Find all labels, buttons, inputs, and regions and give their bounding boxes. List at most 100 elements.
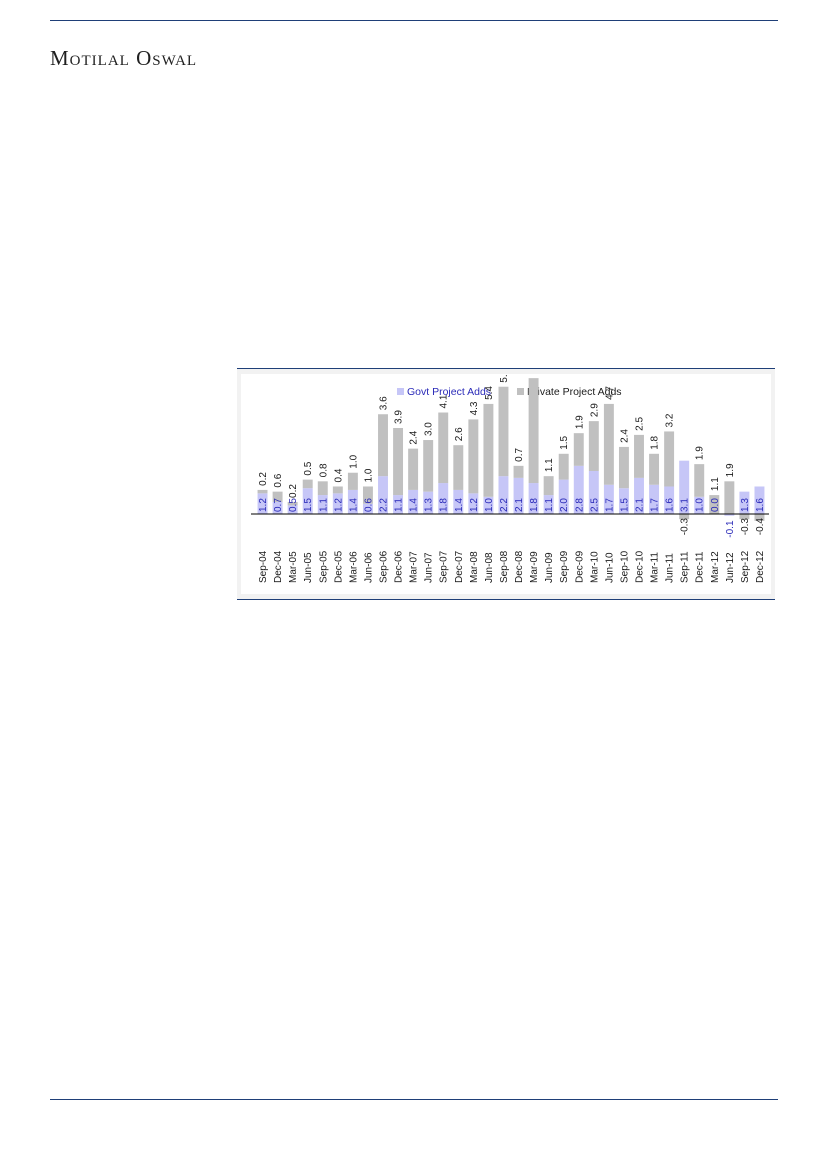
bar-private [649, 453, 660, 485]
data-label-govt: 1.7 [650, 498, 661, 512]
bar-govt [347, 489, 358, 514]
bar-private [272, 491, 283, 502]
bar-govt [272, 501, 283, 514]
x-tick-label: Jun-05 [303, 552, 314, 583]
bar-private [543, 476, 554, 496]
bar-private [378, 414, 388, 477]
data-label-private: 1.0 [363, 468, 374, 482]
bar-private [724, 481, 735, 514]
x-tick-label: Sep-12 [740, 550, 751, 583]
bar-private [694, 464, 705, 497]
x-tick-label: Sep-07 [439, 550, 450, 583]
data-label-govt: 1.8 [529, 498, 540, 512]
bar-govt [453, 489, 464, 514]
data-label-private: 1.9 [695, 446, 706, 460]
data-label-govt: 1.2 [469, 498, 480, 512]
data-label-govt: 2.2 [379, 498, 390, 512]
data-label-govt: 2.0 [559, 498, 570, 512]
data-label-private: -0.3 [680, 518, 691, 536]
bar-private [408, 448, 419, 490]
data-label-private: 2.4 [409, 430, 420, 444]
footer-rule [50, 1099, 778, 1100]
bar-private [257, 489, 268, 494]
data-label-govt: 3.1 [680, 498, 691, 512]
x-tick-label: Sep-10 [619, 550, 630, 583]
bar-private [634, 434, 644, 478]
data-label-private: 3.2 [665, 413, 676, 427]
bar-govt [603, 484, 614, 514]
bar-govt [634, 477, 644, 514]
x-tick-label: Dec-09 [574, 550, 585, 583]
legend-swatch-private [517, 388, 524, 395]
bar-govt [694, 496, 705, 514]
bar-govt [378, 476, 388, 514]
bar-private [739, 514, 750, 520]
bar-private [618, 446, 629, 489]
brand-logo: Motilal Oswal [50, 46, 198, 70]
data-label-govt: 1.3 [740, 498, 751, 512]
x-tick-label: Dec-04 [273, 550, 284, 583]
x-tick-label: Jun-07 [424, 552, 435, 583]
data-label-private: 1.8 [650, 435, 661, 449]
data-label-private: 2.4 [619, 429, 630, 443]
bar-private [588, 421, 599, 471]
bar-private [498, 386, 509, 477]
bar-govt [679, 460, 690, 514]
legend-label-private: Private Project Adds [527, 386, 622, 398]
data-label-private: 0.4 [333, 468, 344, 482]
x-tick-label: Sep-04 [258, 550, 269, 583]
data-label-private: 3.6 [379, 396, 390, 410]
data-label-private: -0.4 [755, 518, 766, 536]
bar-private [558, 453, 569, 480]
data-label-govt: 1.8 [439, 498, 450, 512]
data-label-private: 3.0 [424, 422, 435, 436]
data-label-private: 0.5 [303, 461, 314, 475]
data-label-govt: 1.1 [394, 498, 405, 512]
bar-govt [287, 505, 298, 514]
x-tick-label: Jun-10 [604, 552, 615, 583]
bar-govt [302, 488, 313, 514]
data-label-private: 2.5 [635, 417, 646, 431]
data-label-govt: 1.2 [333, 498, 344, 512]
bar-govt [483, 496, 494, 514]
data-label-govt: 1.4 [348, 498, 359, 512]
x-tick-label: Dec-08 [514, 550, 525, 583]
data-label-private: 5.4 [484, 386, 495, 400]
x-tick-label: Dec-07 [454, 550, 465, 583]
x-tick-label: Mar-05 [288, 551, 299, 583]
x-tick-label: Sep-05 [318, 550, 329, 583]
bar-govt [558, 479, 569, 514]
data-label-private: 1.9 [725, 463, 736, 477]
bar-private [513, 465, 524, 478]
bar-private [709, 495, 720, 514]
x-tick-label: Jun-08 [484, 552, 495, 583]
x-tick-label: Mar-09 [529, 551, 540, 583]
data-label-private: 4.7 [604, 386, 615, 400]
x-tick-label: Sep-09 [559, 550, 570, 583]
bar-govt [513, 477, 524, 514]
bar-private [528, 378, 539, 484]
bar-govt [317, 495, 328, 514]
data-label-private: 5.2 [499, 374, 510, 383]
bar-govt [528, 483, 539, 514]
data-label-govt: 1.0 [484, 498, 495, 512]
data-label-private: 1.1 [710, 477, 721, 491]
x-tick-label: Mar-08 [469, 551, 480, 583]
data-label-govt: 1.4 [409, 498, 420, 512]
x-tick-label: Sep-11 [680, 551, 691, 583]
bar-private [453, 445, 464, 490]
x-tick-label: Jun-09 [544, 552, 555, 583]
bar-govt [543, 495, 554, 514]
data-label-govt: 1.2 [258, 498, 269, 512]
legend-swatch-govt [397, 388, 404, 395]
data-label-govt: 1.0 [695, 498, 706, 512]
data-label-govt: 1.1 [318, 498, 329, 512]
data-label-govt: 1.4 [454, 498, 465, 512]
data-label-private: -0.3 [740, 518, 751, 536]
data-label-private: 1.9 [574, 415, 585, 429]
header-rule [50, 20, 778, 21]
bar-govt [724, 514, 735, 516]
bar-govt [423, 491, 434, 514]
chart-frame: Govt Project Adds Private Project Adds 1.2… [237, 368, 775, 600]
bar-govt [393, 495, 404, 514]
